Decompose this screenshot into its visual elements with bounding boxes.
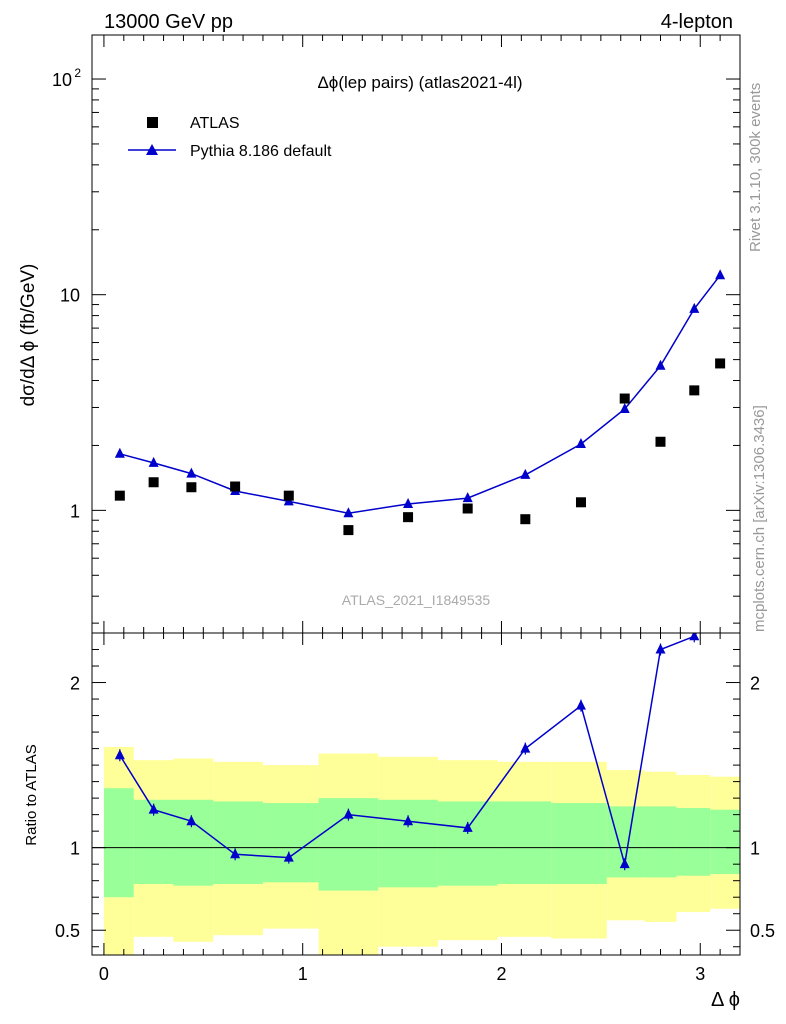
atlas-point	[520, 514, 531, 525]
atlas-point	[462, 503, 473, 514]
ratio-panel: Ratio to ATLAS 0.5 0.5 1 1 2 2	[23, 632, 775, 956]
mcplots-label: mcplots.cern.ch [arXiv:1306.3436]	[751, 405, 768, 632]
ratio-y-tick-label-right: 1	[750, 839, 760, 859]
ratio-pythia-point	[114, 749, 125, 760]
ratio-y-tick-label-left: 2	[70, 674, 80, 694]
green-band-bin	[497, 801, 552, 884]
ratio-pythia-point	[619, 858, 630, 869]
atlas-point	[575, 497, 586, 508]
pythia-point	[186, 467, 197, 478]
analysis-watermark: ATLAS_2021_I1849535	[342, 592, 491, 608]
pythia-point	[689, 302, 700, 313]
atlas-point	[283, 490, 294, 501]
y-tick-label: 1	[70, 501, 80, 521]
atlas-point	[619, 393, 630, 404]
green-band-bin	[437, 801, 498, 886]
pythia-point	[715, 269, 726, 280]
ratio-pythia-point	[283, 851, 294, 862]
green-band-bin	[710, 809, 740, 875]
ratio-y-tick-label-left: 0.5	[55, 921, 80, 941]
green-band-bin	[103, 788, 134, 898]
y-tick-exponent: 2	[74, 66, 81, 80]
atlas-point	[186, 482, 197, 493]
pythia-line	[119, 274, 721, 514]
ratio-pythia-point	[343, 808, 354, 819]
pythia-point	[575, 438, 586, 449]
atlas-point	[230, 481, 241, 492]
atlas-point	[343, 525, 354, 536]
ratio-y-tick-label-right: 0.5	[750, 921, 775, 941]
x-tick-label-2: 2	[496, 964, 506, 984]
ratio-y-tick-label-right: 2	[750, 674, 760, 694]
ratio-y-axis-label: Ratio to ATLAS	[23, 744, 40, 845]
ratio-bands	[103, 746, 740, 955]
atlas-point	[148, 477, 159, 488]
y-tick-label: 10	[52, 70, 72, 90]
ratio-pythia-point	[689, 633, 700, 641]
green-band-bin	[213, 801, 263, 884]
ratio-frame	[91, 632, 741, 956]
pythia-point	[619, 403, 630, 414]
atlas-point	[655, 436, 666, 447]
main-y-axis-label: dσ/dΔ ϕ (fb/GeV)	[18, 264, 39, 407]
atlas-point	[715, 358, 726, 369]
legend-pythia-marker	[146, 144, 158, 155]
ratio-pythia-point	[186, 815, 197, 826]
legend-atlas-label: ATLAS	[190, 115, 240, 132]
ratio-pythia-point	[655, 643, 666, 654]
pythia-point	[520, 468, 531, 479]
x-tick-label-3: 3	[695, 964, 705, 984]
pythia-point	[655, 359, 666, 370]
atlas-point	[403, 512, 414, 523]
ratio-pythia-point	[148, 803, 159, 814]
atlas-point	[114, 490, 125, 501]
x-axis-label: Δ ϕ	[711, 989, 740, 1011]
pythia-point	[114, 447, 125, 458]
main-plot-title: Δϕ(lep pairs) (atlas2021-4l)	[317, 73, 522, 92]
ratio-pythia-line	[119, 633, 698, 865]
green-band-bin	[551, 803, 607, 884]
ratio-pythia-point	[403, 815, 414, 826]
pythia-point	[343, 507, 354, 518]
rivet-version-label: Rivet 3.1.10, 300k events	[747, 83, 764, 252]
legend-pythia-label: Pythia 8.186 default	[190, 143, 332, 160]
pythia-point	[462, 492, 473, 503]
green-band-bin	[676, 808, 711, 876]
ratio-y-tick-label-left: 1	[70, 839, 80, 859]
header-process-label: 4-lepton	[661, 11, 733, 33]
green-band-bin	[173, 799, 214, 886]
ratio-pythia-point	[230, 848, 241, 859]
x-tick-label-1: 1	[298, 964, 308, 984]
ratio-pythia-group	[114, 633, 700, 871]
x-tick-label-0: 0	[99, 964, 109, 984]
green-band-bin	[378, 799, 438, 888]
header-energy-label: 13000 GeV pp	[104, 11, 233, 33]
ratio-pythia-point	[520, 742, 531, 753]
pythia-point	[148, 456, 159, 467]
main-panel: Δϕ(lep pairs) (atlas2021-4l) ATLAS_2021_…	[18, 34, 741, 634]
ratio-pythia-point	[575, 699, 586, 710]
legend: ATLAS Pythia 8.186 default	[128, 115, 332, 160]
ratio-pythia-point	[462, 821, 473, 832]
pythia-point	[403, 498, 414, 509]
y-tick-label: 10	[60, 286, 80, 306]
atlas-point	[689, 385, 700, 396]
legend-atlas-marker	[147, 117, 158, 128]
green-band-bin	[644, 806, 677, 878]
